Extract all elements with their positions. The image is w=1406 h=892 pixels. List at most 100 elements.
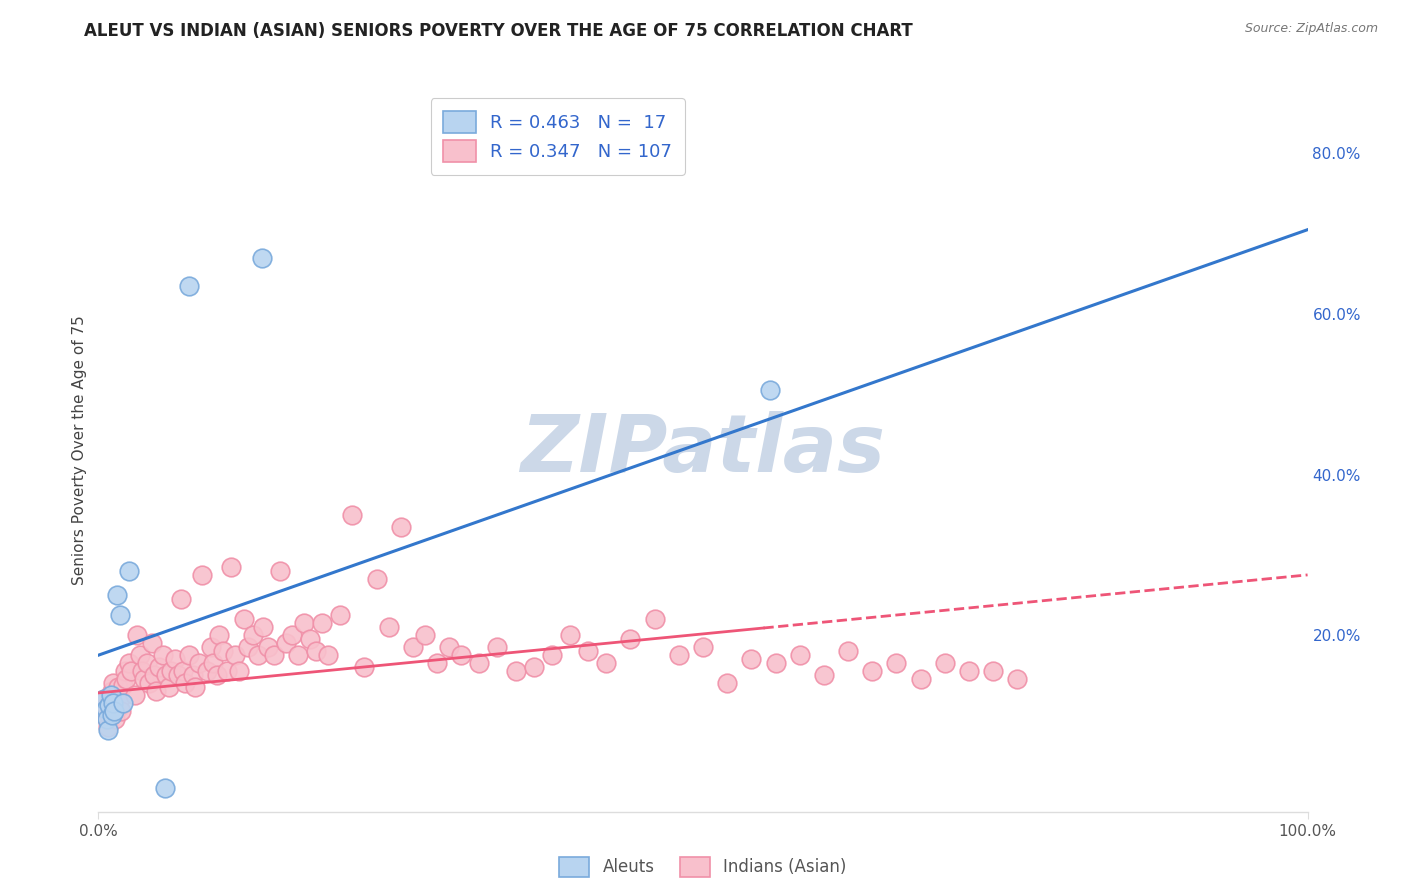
Point [668,648,690,662]
Point [1007,673,1029,687]
Point [558,628,581,642]
Point [118,657,141,671]
Point [468,657,491,671]
Point [200,640,222,655]
Legend: R = 0.463   N =  17, R = 0.347   N = 107: R = 0.463 N = 17, R = 0.347 N = 107 [430,98,685,175]
Point [93,692,115,706]
Point [94,702,117,716]
Point [252,620,274,634]
Point [120,664,142,678]
Point [179,278,201,293]
Point [523,660,546,674]
Point [269,564,291,578]
Point [195,664,218,678]
Point [94,700,117,714]
Point [287,648,309,662]
Point [181,668,204,682]
Point [789,648,811,662]
Point [221,560,243,574]
Point [263,648,285,662]
Point [108,608,131,623]
Point [256,640,278,655]
Point [886,657,908,671]
Point [716,676,738,690]
Text: Source: ZipAtlas.com: Source: ZipAtlas.com [1244,22,1378,36]
Point [104,712,127,726]
Point [118,564,141,578]
Point [413,628,436,642]
Point [100,684,122,698]
Point [97,721,120,735]
Point [228,664,250,678]
Point [172,664,194,678]
Point [98,698,121,712]
Point [353,660,375,674]
Point [184,680,207,694]
Point [105,689,128,703]
Point [402,640,425,655]
Point [595,657,617,671]
Point [981,664,1004,678]
Point [131,664,153,678]
Point [127,628,149,642]
Point [169,592,191,607]
Point [108,700,131,714]
Point [111,678,134,692]
Point [96,712,118,726]
Point [187,657,209,671]
Point [124,689,146,703]
Point [134,673,156,687]
Point [316,648,339,662]
Point [96,712,118,726]
Point [238,640,260,655]
Point [101,676,124,690]
Point [167,668,190,682]
Y-axis label: Seniors Poverty Over the Age of 75: Seniors Poverty Over the Age of 75 [72,316,87,585]
Point [111,696,134,710]
Point [305,644,328,658]
Point [107,680,129,694]
Point [366,572,388,586]
Point [619,632,641,646]
Point [103,705,125,719]
Point [202,657,225,671]
Point [97,723,120,737]
Point [152,648,174,662]
Point [212,644,235,658]
Point [299,632,322,646]
Point [128,648,150,662]
Point [377,620,399,634]
Point [153,780,176,795]
Point [389,519,412,533]
Point [437,640,460,655]
Point [208,628,231,642]
Point [215,664,238,678]
Point [758,383,780,397]
Point [957,664,980,678]
Point [486,640,509,655]
Point [505,664,527,678]
Point [191,567,214,582]
Point [426,657,449,671]
Text: ALEUT VS INDIAN (ASIAN) SENIORS POVERTY OVER THE AGE OF 75 CORRELATION CHART: ALEUT VS INDIAN (ASIAN) SENIORS POVERTY … [84,22,912,40]
Point [174,676,197,690]
Point [281,628,304,642]
Point [157,680,180,694]
Point [100,708,122,723]
Point [250,251,273,265]
Point [292,615,315,630]
Point [311,615,333,630]
Point [155,668,177,682]
Point [224,648,246,662]
Point [247,648,270,662]
Point [860,664,883,678]
Point [329,608,352,623]
Point [692,640,714,655]
Point [103,705,125,719]
Text: ZIPatlas: ZIPatlas [520,411,886,490]
Point [100,689,122,703]
Point [98,708,121,723]
Point [342,508,364,522]
Legend: Aleuts, Indians (Asian): Aleuts, Indians (Asian) [553,850,853,884]
Point [93,692,115,706]
